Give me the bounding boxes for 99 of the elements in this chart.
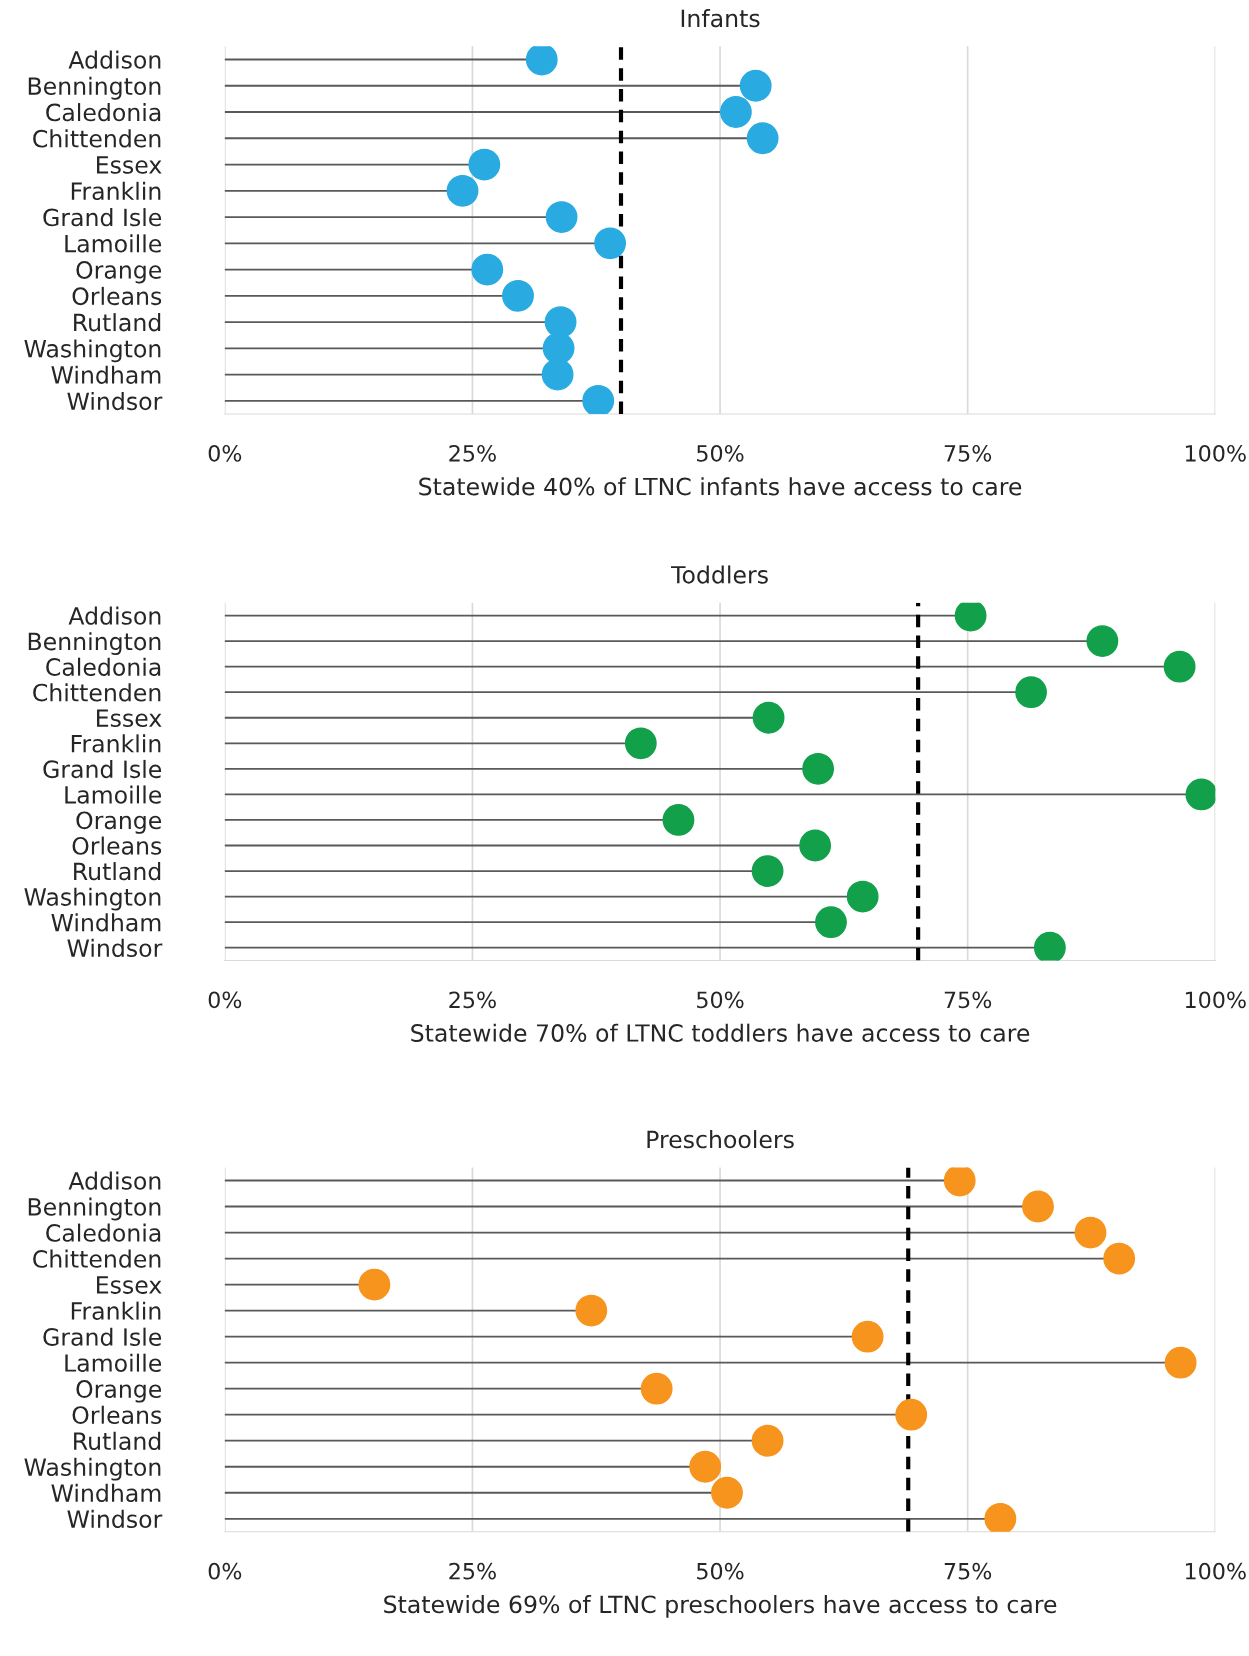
point: [640, 1372, 673, 1405]
y-tick-label: Bennington: [28, 76, 161, 100]
x-tick-label: 75%: [944, 444, 992, 462]
x-tick-label: 50%: [697, 991, 744, 1009]
x-tick-label: 0%: [208, 444, 242, 462]
point: [1103, 1242, 1136, 1275]
y-tick-label: Chittenden: [33, 129, 161, 148]
x-tick-label: 0%: [208, 991, 242, 1009]
y-tick-label: Bennington: [28, 632, 161, 655]
y-tick-label: Franklin: [71, 181, 161, 201]
x-tick-label: 100%: [1185, 1562, 1246, 1580]
point: [468, 148, 501, 181]
point: [689, 1450, 722, 1483]
point: [545, 201, 578, 233]
x-axis-title: Statewide 70% of LTNC toddlers have access to care: [411, 1023, 1030, 1042]
y-tick-label: Washington: [24, 887, 161, 911]
y-tick-label: Windham: [51, 913, 161, 932]
y-tick-label: Orleans: [72, 1405, 162, 1424]
y-tick-label: Windham: [51, 365, 161, 384]
point: [1163, 650, 1196, 683]
y-tick-label: Addison: [68, 606, 161, 625]
point: [624, 727, 657, 760]
y-tick-label: Addison: [68, 50, 161, 69]
point: [542, 332, 575, 365]
x-tick-label: 75%: [944, 991, 992, 1009]
chart-title: Infants: [681, 8, 760, 28]
y-tick-label: Windsor: [67, 391, 163, 411]
point: [719, 96, 752, 128]
y-tick-label: Orleans: [72, 836, 162, 855]
point: [544, 306, 577, 339]
y-tick-label: Franklin: [71, 1301, 161, 1320]
point: [895, 1398, 928, 1431]
point: [711, 1476, 743, 1509]
y-tick-label: Essex: [97, 1276, 162, 1294]
point: [1022, 1190, 1054, 1223]
point: [502, 279, 534, 312]
point: [575, 1294, 608, 1327]
y-tick-label: Lamoille: [65, 234, 162, 253]
y-tick-label: Orleans: [72, 286, 162, 306]
y-tick-label: Orange: [76, 811, 162, 834]
y-tick-label: Washington: [24, 339, 161, 363]
point: [746, 122, 779, 155]
y-tick-label: Rutland: [74, 1431, 161, 1451]
y-tick-label: Chittenden: [33, 683, 161, 702]
x-tick-label: 25%: [449, 444, 496, 462]
y-tick-label: Grand Isle: [43, 759, 162, 779]
point: [815, 906, 847, 939]
y-tick-label: Essex: [97, 709, 162, 728]
y-tick-label: Grand Isle: [43, 1327, 162, 1346]
y-tick-label: Caledonia: [46, 657, 161, 676]
x-axis-title: Statewide 69% of LTNC preschoolers have access to care: [384, 1594, 1057, 1618]
y-tick-label: Caledonia: [46, 103, 161, 122]
y-tick-label: Addison: [68, 1171, 161, 1190]
x-tick-label: 25%: [449, 1562, 496, 1580]
x-tick-label: 50%: [697, 1562, 744, 1580]
y-tick-label: Caledonia: [46, 1223, 161, 1242]
y-tick-label: Rutland: [74, 313, 161, 332]
point: [358, 1268, 391, 1301]
x-tick-label: 50%: [697, 444, 744, 462]
y-tick-label: Franklin: [71, 734, 161, 753]
point: [802, 752, 835, 785]
y-tick-label: Orange: [76, 261, 162, 284]
point: [1164, 1346, 1197, 1379]
y-tick-label: Lamoille: [65, 1353, 162, 1372]
y-tick-label: Rutland: [74, 862, 161, 881]
y-tick-label: Essex: [97, 156, 162, 174]
point: [594, 227, 627, 260]
y-tick-label: Orange: [76, 1380, 162, 1403]
y-tick-label: Lamoille: [65, 785, 162, 804]
chart-title: Preschoolers: [647, 1130, 794, 1149]
y-tick-label: Windham: [51, 1483, 161, 1503]
point: [752, 701, 785, 734]
y-tick-label: Windsor: [67, 938, 163, 958]
point: [471, 253, 504, 286]
x-axis-title: Statewide 40% of LTNC infants have access to care: [419, 477, 1022, 496]
point: [446, 174, 479, 207]
point: [1074, 1216, 1107, 1249]
x-tick-label: 75%: [944, 1562, 992, 1580]
x-tick-label: 100%: [1185, 991, 1246, 1009]
point: [1086, 625, 1119, 658]
y-tick-label: Washington: [24, 1457, 161, 1481]
y-tick-label: Grand Isle: [43, 208, 162, 227]
y-tick-label: Chittenden: [33, 1249, 161, 1268]
point: [751, 1424, 784, 1457]
x-tick-label: 0%: [208, 1562, 242, 1580]
point: [739, 69, 772, 102]
point: [799, 829, 832, 862]
y-tick-label: Windsor: [67, 1509, 163, 1529]
point: [1015, 676, 1047, 709]
chart-title: Toddlers: [671, 565, 768, 584]
x-tick-label: 100%: [1185, 444, 1246, 462]
point: [851, 1320, 884, 1353]
point: [751, 855, 784, 887]
y-tick-label: Bennington: [28, 1197, 161, 1221]
point: [662, 804, 695, 836]
x-tick-label: 25%: [449, 991, 496, 1009]
point: [1185, 778, 1216, 811]
point: [541, 358, 574, 391]
point: [846, 880, 879, 913]
